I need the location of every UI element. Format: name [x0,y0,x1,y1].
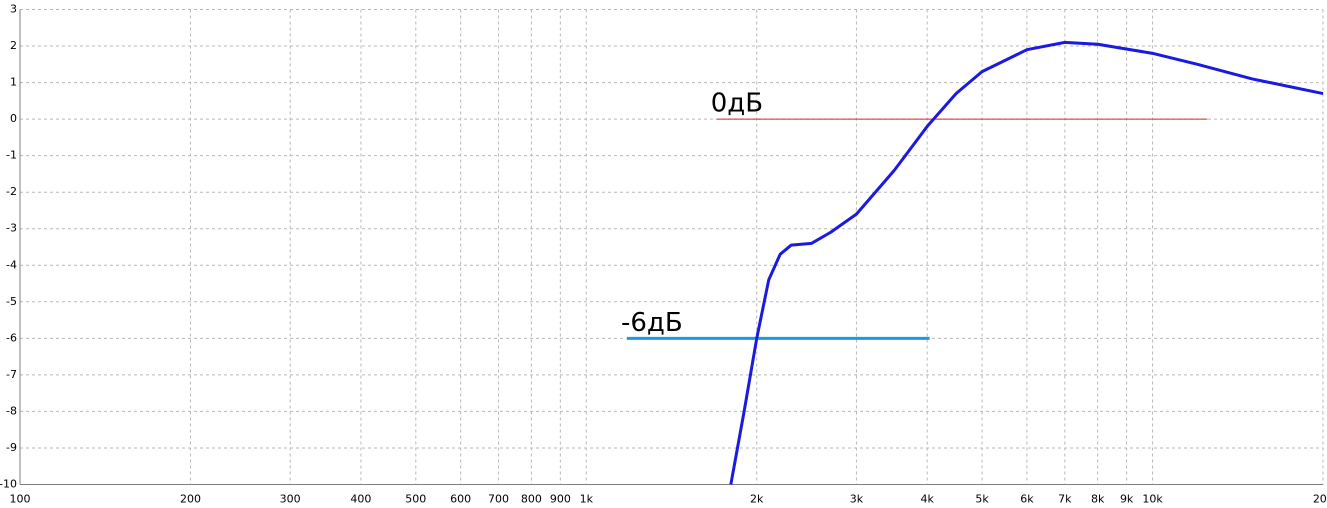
y-tick-label: -7 [6,368,17,381]
y-tick-label: -5 [6,295,17,308]
curve [729,40,1324,485]
y-tick-label: 3 [10,3,17,16]
x-tick-label: 6k [1020,493,1034,506]
annotation: 0дБ [711,89,763,119]
x-tick-label: 700 [488,493,509,506]
y-tick-label: 2 [10,39,17,52]
x-tick-label: 100 [10,493,31,506]
x-tick-label: 800 [521,493,542,506]
x-tick-label: 3k [850,493,864,506]
x-tick-label: 200 [180,493,201,506]
y-tick-label: -4 [6,258,17,271]
y-tick-label: -10 [0,478,17,491]
x-tick-label: 9k [1120,493,1134,506]
x-tick-label: 600 [450,493,471,506]
y-tick-label: -6 [6,331,17,344]
y-tick-label: -9 [6,441,17,454]
x-tick-label: 10k [1142,493,1163,506]
x-tick-label: 8k [1091,493,1105,506]
x-tick-label: 900 [550,493,571,506]
x-tick-label: 7k [1058,493,1072,506]
x-tick-label: 1k [580,493,594,506]
x-tick-label: 2k [750,493,764,506]
x-tick-label: 5k [975,493,989,506]
y-tick-label: 1 [10,76,17,89]
x-tick-label: 20k [1313,493,1327,506]
x-tick-label: 500 [405,493,426,506]
y-tick-label: -3 [6,222,17,235]
x-tick-label: 400 [350,493,371,506]
y-tick-label: -8 [6,404,17,417]
y-tick-label: -2 [6,185,17,198]
x-tick-label: 4k [921,493,935,506]
x-tick-label: 300 [280,493,301,506]
y-tick-label: -1 [6,149,17,162]
annotation: -6дБ [621,308,683,338]
y-tick-label: 0 [10,112,17,125]
